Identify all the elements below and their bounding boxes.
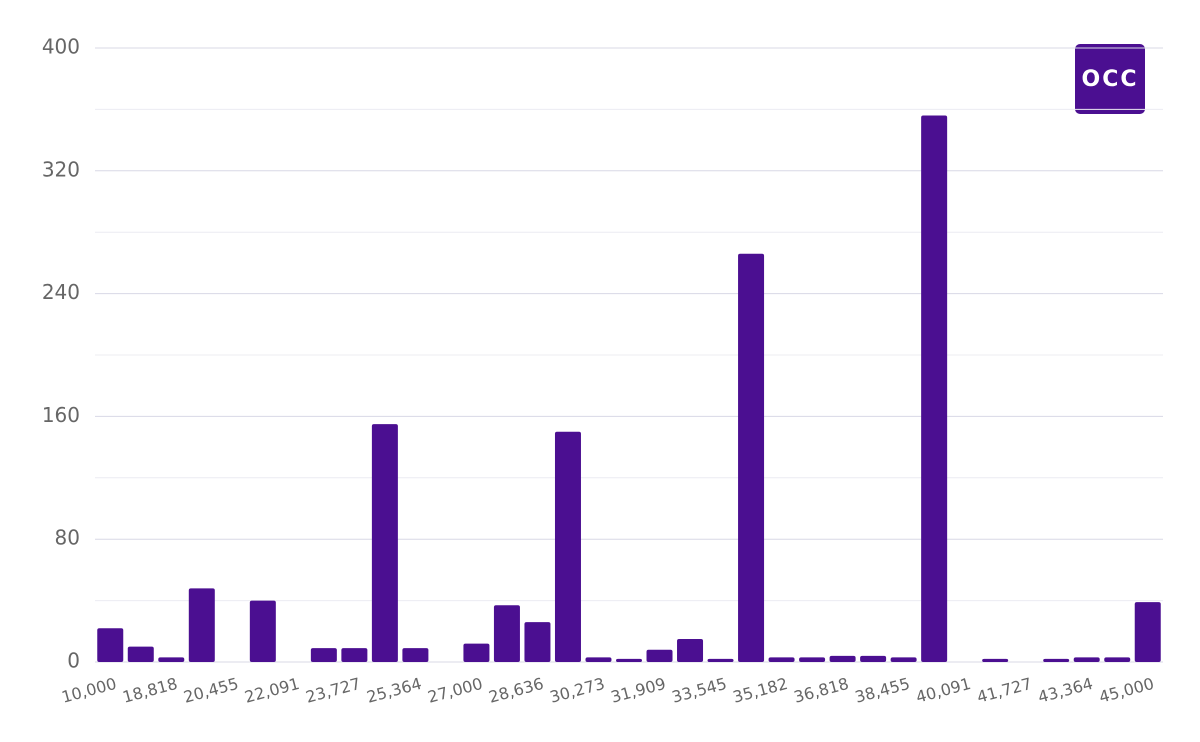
bar <box>127 646 154 662</box>
bar <box>493 605 520 662</box>
x-tick-label: 43,364 <box>1036 674 1095 707</box>
bar <box>1073 657 1100 662</box>
y-tick-label: 160 <box>42 403 80 427</box>
x-tick-label: 22,091 <box>243 674 302 707</box>
bar <box>341 648 368 662</box>
bar <box>860 655 887 662</box>
x-tick-label: 35,182 <box>731 674 790 707</box>
bar <box>616 658 642 662</box>
bar <box>524 622 551 662</box>
bar <box>799 657 826 662</box>
y-tick-label: 0 <box>67 649 80 673</box>
bar <box>585 657 612 662</box>
bar <box>890 657 917 662</box>
x-tick-label: 10,000 <box>59 674 118 707</box>
bar <box>158 657 185 662</box>
x-tick-label: 25,364 <box>365 674 424 707</box>
bar <box>768 657 795 662</box>
x-tick-label: 45,000 <box>1097 674 1156 707</box>
x-tick-label: 40,091 <box>914 674 973 707</box>
bar <box>1104 657 1131 662</box>
x-tick-label: 41,727 <box>975 674 1034 707</box>
x-tick-label: 20,455 <box>182 674 241 707</box>
logo-box <box>1075 44 1145 114</box>
bar <box>402 648 429 662</box>
bar <box>249 600 276 662</box>
bar <box>982 658 1009 662</box>
bar <box>829 655 856 662</box>
x-tick-label: 38,455 <box>853 674 912 707</box>
y-tick-label: 400 <box>42 35 80 59</box>
logo-text: OCC <box>1082 67 1139 92</box>
bar <box>738 253 765 662</box>
x-tick-label: 18,818 <box>120 674 179 707</box>
logo: OCC <box>1075 44 1145 114</box>
y-tick-label: 240 <box>42 280 80 304</box>
bar <box>97 628 124 662</box>
bar <box>554 431 581 662</box>
bar <box>1134 602 1161 662</box>
bar <box>646 649 673 662</box>
bar <box>371 424 398 662</box>
x-tick-label: 33,545 <box>670 674 729 707</box>
bar <box>188 588 215 662</box>
bar <box>677 638 704 662</box>
x-tick-label: 23,727 <box>304 674 363 707</box>
x-tick-label: 31,909 <box>609 674 668 707</box>
bar <box>310 648 337 662</box>
bar <box>921 115 948 663</box>
bar <box>1043 658 1070 662</box>
y-tick-label: 320 <box>42 157 80 181</box>
y-tick-label: 80 <box>55 526 80 550</box>
bar <box>463 643 490 662</box>
x-tick-label: 36,818 <box>792 674 851 707</box>
x-tick-label: 27,000 <box>426 674 485 707</box>
bar <box>707 658 734 662</box>
x-tick-label: 30,273 <box>548 674 607 707</box>
x-tick-label: 28,636 <box>487 674 546 707</box>
